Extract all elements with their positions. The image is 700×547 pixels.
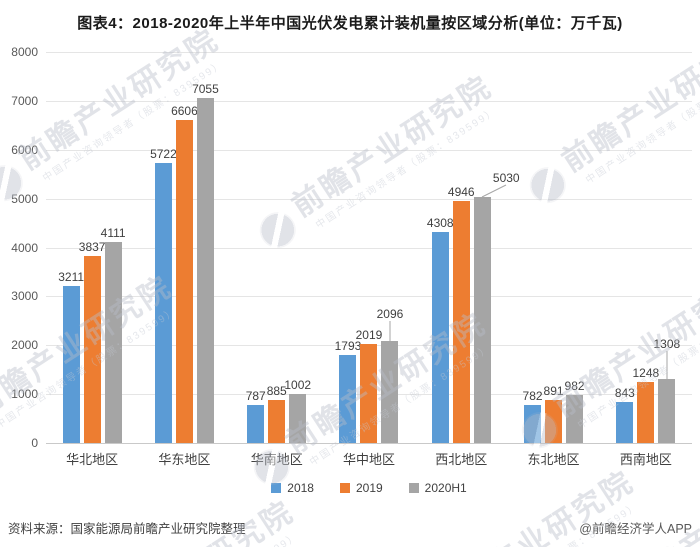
bar-group: 787 885 1002	[231, 52, 323, 443]
credit-text: @前瞻经济学人APP	[579, 522, 692, 536]
bar-value-label: 3837	[78, 239, 106, 254]
y-tick-label: 7000	[11, 93, 38, 108]
y-tick-label: 3000	[11, 289, 38, 304]
bar-groups: 3211 3837 4111 5722 6606 7055 787 885 1002 1793 20…	[46, 52, 692, 443]
legend-swatch-icon	[339, 483, 350, 493]
bar-2018-g4: 4308	[427, 217, 454, 443]
footer: 资料来源：国家能源局前瞻产业研究院整理 @前瞻经济学人APP	[8, 518, 692, 537]
bar-value-label: 5722	[150, 147, 177, 162]
y-axis: 0 1000 2000 3000 4000 5000 6000 7000 8000	[8, 45, 38, 450]
bar-2019-g1: 6606	[171, 105, 198, 443]
y-tick-label: 6000	[11, 142, 38, 157]
legend-label: 2020H1	[424, 481, 467, 495]
bar-value-label: 782	[522, 388, 543, 403]
bar-2020H1-g5: 982	[565, 380, 585, 443]
bar-value-label: 2019	[355, 328, 383, 343]
bar-value-label: 5030	[492, 171, 520, 186]
x-category-label: 东北地区	[527, 452, 580, 467]
bar-value-label: 4111	[100, 226, 126, 241]
bar-2020H1-g4: 5030	[473, 172, 520, 443]
bar-value-label: 885	[266, 383, 287, 398]
bar-group: 3211 3837 4111	[46, 52, 138, 443]
legend: 2018 2019 2020H1	[46, 480, 692, 496]
bar-value-label: 6606	[171, 104, 198, 119]
label-leader-line	[666, 351, 668, 380]
bar-2018-g0: 3211	[58, 271, 84, 443]
bar-value-label: 843	[614, 385, 635, 400]
bar-value-label: 1793	[334, 339, 362, 354]
legend-swatch-icon	[408, 483, 419, 493]
bar-group: 782 891 982	[507, 52, 599, 443]
y-tick-label: 8000	[11, 45, 38, 59]
source-text: 资料来源：国家能源局前瞻产业研究院整理	[8, 522, 246, 536]
bar-value-label: 2096	[376, 306, 404, 321]
y-tick-label: 0	[31, 436, 38, 450]
bar-value-label: 4946	[447, 185, 475, 200]
bar-2019-g0: 3837	[79, 241, 105, 443]
bar-2020H1-g1: 7055	[192, 83, 219, 443]
gridline	[46, 100, 692, 102]
bar-value-label: 787	[245, 388, 266, 403]
legend-swatch-icon	[271, 483, 282, 493]
bar-2018-g2: 787	[246, 390, 266, 443]
bar-value-label: 982	[564, 379, 585, 393]
bar-chart: 0 1000 2000 3000 4000 5000 6000 7000 8000 3211 38…	[8, 45, 692, 508]
bar-group: 1793 2019 2096	[323, 52, 415, 443]
gridline	[46, 52, 692, 53]
x-category-label: 华东地区	[158, 452, 211, 467]
gridline	[46, 296, 692, 298]
y-tick-label: 2000	[11, 338, 38, 353]
x-axis: 华北地区 华东地区 华南地区 华中地区 西北地区 东北地区 西南地区	[46, 449, 692, 467]
gridline	[46, 149, 692, 151]
bar-value-label: 4308	[426, 216, 454, 231]
bar-2020H1-g2: 1002	[284, 379, 311, 443]
label-leader-line	[389, 320, 391, 341]
bar-2018-g3: 1793	[335, 340, 361, 443]
bar-2018-g1: 5722	[150, 148, 177, 443]
x-axis-line	[46, 443, 692, 444]
bar-value-label: 7055	[192, 82, 219, 97]
x-category-label: 华中地区	[342, 452, 395, 467]
x-category-label: 华南地区	[250, 452, 303, 467]
bar-2018-g5: 782	[523, 390, 543, 443]
bar-2020H1-g3: 2096	[377, 308, 403, 443]
bar-group: 843 1248 1308	[600, 52, 692, 443]
bar-2020H1-g0: 4111	[101, 227, 126, 443]
bar-2019-g2: 885	[267, 385, 287, 443]
legend-item-2020H1: 2020H1	[408, 481, 467, 495]
bar-2019-g5: 891	[544, 385, 564, 443]
bar-2019-g4: 4946	[448, 186, 475, 443]
bar-2019-g3: 2019	[356, 329, 382, 443]
legend-item-2019: 2019	[339, 481, 383, 495]
label-leader-line	[482, 184, 507, 198]
bar-group: 4308 4946 5030	[415, 52, 520, 443]
y-tick-label: 5000	[11, 191, 38, 206]
bar-value-label: 1002	[284, 378, 312, 392]
y-tick-label: 4000	[11, 240, 38, 255]
y-tick-label: 1000	[11, 387, 38, 402]
bar-group: 5722 6606 7055	[138, 52, 230, 443]
bar-2018-g6: 843	[615, 387, 635, 443]
gridline	[46, 198, 692, 200]
x-category-label: 西北地区	[435, 452, 488, 467]
bar-2019-g6: 1248	[632, 367, 659, 443]
bar-value-label: 1308	[653, 337, 681, 352]
x-category-label: 西南地区	[619, 452, 672, 467]
bar-2020H1-g6: 1308	[653, 338, 680, 443]
bar-value-label: 3211	[58, 270, 85, 285]
bar-value-label: 891	[543, 383, 564, 398]
plot-area: 3211 3837 4111 5722 6606 7055 787 885 1002 1793 20…	[46, 52, 692, 444]
chart-title: 图表4：2018-2020年上半年中国光伏发电累计装机量按区域分析(单位：万千瓦…	[77, 15, 623, 32]
gridline	[46, 247, 692, 249]
legend-label: 2019	[355, 481, 383, 495]
bar-value-label: 1248	[632, 366, 660, 380]
legend-label: 2018	[287, 481, 314, 495]
legend-item-2018: 2018	[271, 481, 314, 495]
x-category-label: 华北地区	[66, 452, 119, 467]
